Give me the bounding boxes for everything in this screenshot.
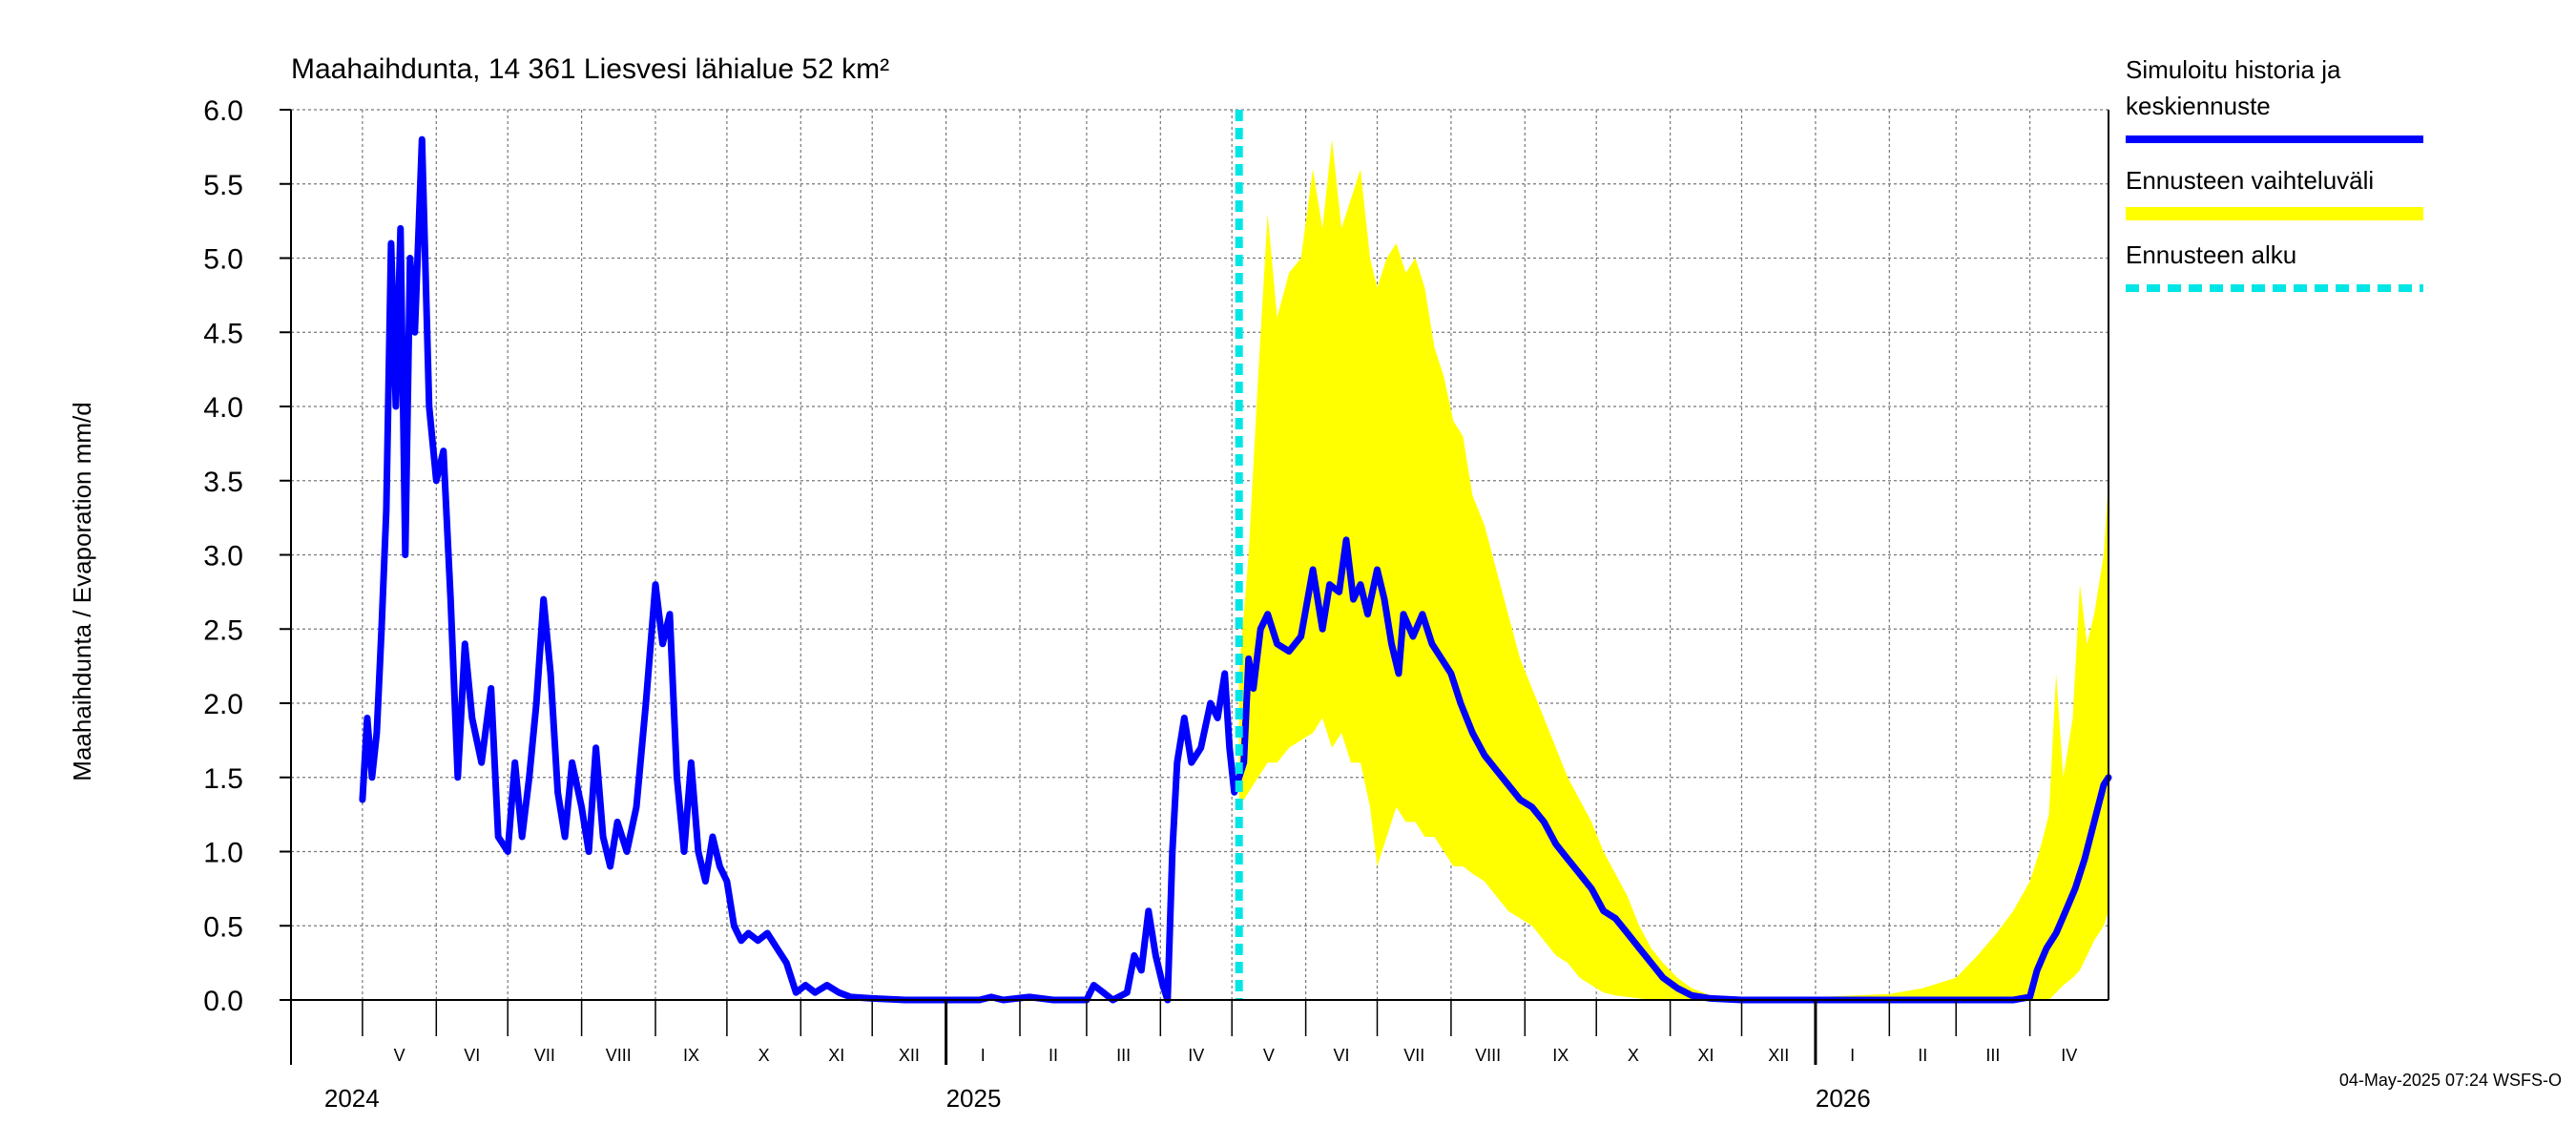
month-label: VI bbox=[464, 1046, 480, 1065]
y-tick-label: 3.5 bbox=[203, 467, 243, 498]
axes bbox=[290, 110, 2109, 1065]
y-tick-label: 0.0 bbox=[203, 986, 243, 1017]
y-tick-label: 4.5 bbox=[203, 318, 243, 349]
month-label: VIII bbox=[606, 1046, 632, 1065]
month-label: XI bbox=[1698, 1046, 1714, 1065]
month-label: XII bbox=[1768, 1046, 1789, 1065]
y-tick-label: 1.5 bbox=[203, 763, 243, 795]
legend-label: Ennusteen alku bbox=[2126, 240, 2296, 269]
plot-background bbox=[291, 110, 2109, 1000]
month-label: IX bbox=[683, 1046, 699, 1065]
y-tick-label: 3.0 bbox=[203, 541, 243, 572]
y-tick-label: 4.0 bbox=[203, 392, 243, 424]
month-label: V bbox=[394, 1046, 405, 1065]
month-label: VIII bbox=[1475, 1046, 1501, 1065]
plot-area bbox=[291, 110, 2109, 1000]
y-tick-label: 6.0 bbox=[203, 95, 243, 127]
forecast-range-band bbox=[1238, 139, 2109, 1001]
legend-label: keskiennuste bbox=[2126, 92, 2271, 120]
legend: Simuloitu historia ja keskiennuste Ennuste… bbox=[2126, 55, 2423, 292]
x-axis-labels: V VI VII VIII IX X XI XII I II III IV V VI VII VIII IX X X… bbox=[324, 1000, 2077, 1113]
month-label: V bbox=[1263, 1046, 1275, 1065]
y-tick-label: 2.5 bbox=[203, 614, 243, 646]
y-tick-label: 5.5 bbox=[203, 170, 243, 201]
legend-label: Simuloitu historia ja bbox=[2126, 55, 2341, 84]
y-tick-label: 0.5 bbox=[203, 911, 243, 943]
month-label: VII bbox=[534, 1046, 555, 1065]
legend-label: Ennusteen vaihteluväli bbox=[2126, 166, 2374, 195]
simulated-series-path bbox=[359, 135, 2112, 1004]
month-label: XI bbox=[828, 1046, 844, 1065]
month-label: II bbox=[1918, 1046, 1927, 1065]
month-label: I bbox=[981, 1046, 986, 1065]
month-label: X bbox=[1628, 1046, 1639, 1065]
month-label: IX bbox=[1552, 1046, 1568, 1065]
month-label: I bbox=[1850, 1046, 1855, 1065]
month-label: IV bbox=[1188, 1046, 1204, 1065]
month-label: III bbox=[1985, 1046, 2000, 1065]
y-axis-ticks: 0.0 0.5 1.0 1.5 2.0 2.5 3.0 3.5 4.0 4.5 5.0 5.5 6.0 bbox=[203, 95, 291, 1017]
month-label: VII bbox=[1403, 1046, 1424, 1065]
timestamp-footer: 04-May-2025 07:24 WSFS-O bbox=[2339, 1071, 2562, 1090]
y-tick-label: 1.0 bbox=[203, 838, 243, 869]
month-label: XII bbox=[899, 1046, 920, 1065]
forecast-band-area bbox=[1238, 139, 2109, 1001]
chart-title: Maahaihdunta, 14 361 Liesvesi lähialue 5… bbox=[291, 53, 889, 85]
year-label: 2026 bbox=[1816, 1084, 1871, 1113]
month-label: X bbox=[758, 1046, 770, 1065]
y-tick-label: 5.0 bbox=[203, 244, 243, 276]
year-label: 2024 bbox=[324, 1084, 380, 1113]
year-label: 2025 bbox=[946, 1084, 1002, 1113]
y-tick-label: 2.0 bbox=[203, 689, 243, 720]
y-axis-label: Maahaihdunta / Evaporation mm/d bbox=[68, 402, 96, 781]
month-label: III bbox=[1116, 1046, 1131, 1065]
month-label: IV bbox=[2061, 1046, 2077, 1065]
month-label: VI bbox=[1334, 1046, 1350, 1065]
month-label: II bbox=[1049, 1046, 1058, 1065]
simulated-history-line bbox=[359, 135, 2112, 1004]
